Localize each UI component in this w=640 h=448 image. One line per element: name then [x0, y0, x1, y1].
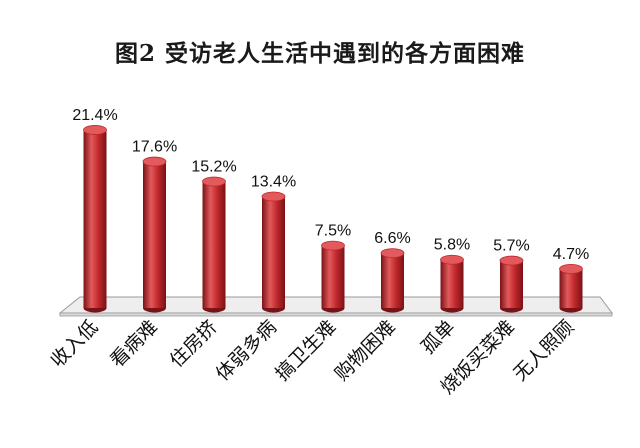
data-label: 17.6%: [132, 139, 177, 156]
bar-top: [440, 254, 464, 265]
bar-1: [83, 125, 107, 313]
bar-7: [440, 254, 464, 313]
bar-body: [440, 259, 464, 308]
category-label: 体弱多病: [212, 316, 281, 385]
chart-floor-edge: [59, 312, 613, 317]
bar-top: [261, 191, 286, 202]
bar-body: [202, 181, 226, 308]
category-label: 看病难: [106, 316, 162, 372]
bar-body: [381, 253, 404, 308]
data-label: 5.8%: [434, 237, 470, 254]
bar-6: [380, 248, 405, 313]
category-label: 无人照顾: [509, 316, 578, 385]
bar-top: [380, 248, 405, 258]
bar-body: [83, 129, 107, 308]
chart-title: 图2 受访老人生活中遇到的各方面困难: [114, 40, 525, 67]
bar-top: [202, 176, 226, 187]
bar-top: [559, 263, 583, 274]
data-label: 4.7%: [553, 246, 589, 263]
data-label: 13.4%: [251, 174, 296, 191]
bar-8: [499, 255, 524, 313]
bar-body: [500, 260, 523, 308]
bar-body: [321, 245, 345, 308]
category-label: 搞卫生难: [271, 316, 340, 385]
data-label: 6.6%: [374, 230, 410, 247]
data-label: 15.2%: [191, 159, 236, 176]
bar-body: [559, 268, 583, 308]
category-label: 住房挤: [166, 316, 222, 372]
bar-5: [321, 240, 345, 313]
bar-4: [261, 191, 286, 313]
category-label: 收入低: [47, 316, 103, 372]
data-label: 5.7%: [493, 238, 529, 255]
data-label: 7.5%: [315, 223, 351, 240]
category-label: 购物困难: [331, 316, 400, 385]
bar-body: [262, 196, 285, 308]
bar-top: [142, 156, 167, 167]
bar-top: [83, 125, 107, 135]
bar-top: [321, 240, 345, 251]
category-label: 孤单: [417, 316, 459, 358]
data-label: 21.4%: [72, 107, 117, 124]
bar-3: [202, 176, 226, 313]
bar-body: [143, 161, 166, 308]
bar-9: [559, 263, 583, 313]
bar-2: [142, 156, 167, 313]
bar-top: [499, 255, 524, 266]
